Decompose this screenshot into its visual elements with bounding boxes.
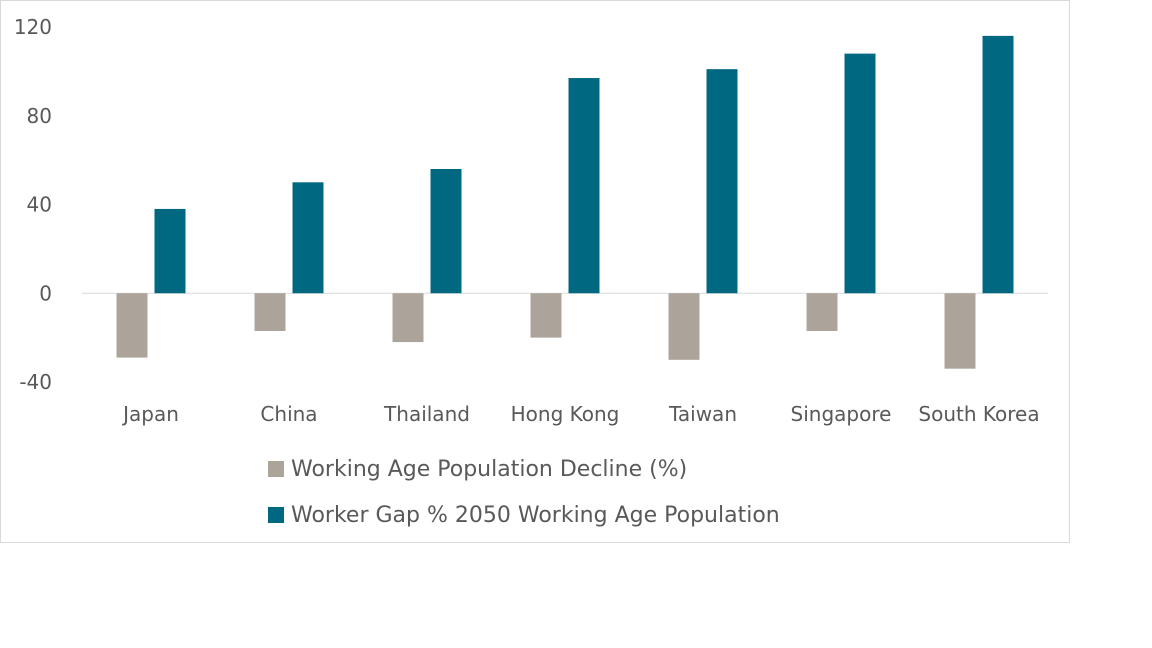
bar-gap-japan <box>154 208 186 294</box>
x-tick-label: Thailand <box>383 402 470 426</box>
chart-frame <box>0 0 1070 543</box>
legend-swatch-decline <box>268 461 284 477</box>
legend-label-gap: Worker Gap % 2050 Working Age Population <box>291 502 780 528</box>
y-axis: -40 0 40 80 120 <box>14 15 52 394</box>
bar-decline-hong-kong <box>530 293 562 338</box>
x-axis: Japan China Thailand Hong Kong Taiwan Singapo… <box>121 402 1039 426</box>
bar-decline-taiwan <box>668 293 700 360</box>
bar-gap-thailand <box>430 169 462 294</box>
legend-swatch-gap <box>268 507 284 523</box>
y-tick-label: 120 <box>14 15 52 39</box>
bar-chart: -40 0 40 80 120 Japan China Thailand Hong Kong T… <box>14 15 1048 426</box>
x-tick-label: Hong Kong <box>511 402 620 426</box>
bars <box>116 35 1014 369</box>
x-tick-label: China <box>260 402 317 426</box>
bar-gap-singapore <box>844 53 876 294</box>
y-tick-label: 0 <box>39 281 52 305</box>
bar-decline-singapore <box>806 293 838 331</box>
bar-decline-south-korea <box>944 293 976 369</box>
y-tick-label: 40 <box>27 193 52 217</box>
x-tick-label: South Korea <box>918 402 1039 426</box>
bar-gap-taiwan <box>706 69 738 294</box>
x-tick-label: Singapore <box>791 402 892 426</box>
bar-gap-south-korea <box>982 35 1014 294</box>
y-tick-label: -40 <box>19 370 52 394</box>
x-tick-label: Japan <box>121 402 179 426</box>
bar-decline-thailand <box>392 293 424 343</box>
bar-gap-china <box>292 182 324 294</box>
x-tick-label: Taiwan <box>668 402 737 426</box>
legend-label-decline: Working Age Population Decline (%) <box>291 456 688 482</box>
legend: Working Age Population Decline (%) Worke… <box>268 446 780 538</box>
bar-gap-hong-kong <box>568 78 600 294</box>
legend-item-gap: Worker Gap % 2050 Working Age Population <box>268 492 780 538</box>
bar-decline-japan <box>116 293 148 358</box>
legend-item-decline: Working Age Population Decline (%) <box>268 446 780 492</box>
y-tick-label: 80 <box>27 104 52 128</box>
bar-decline-china <box>254 293 286 331</box>
